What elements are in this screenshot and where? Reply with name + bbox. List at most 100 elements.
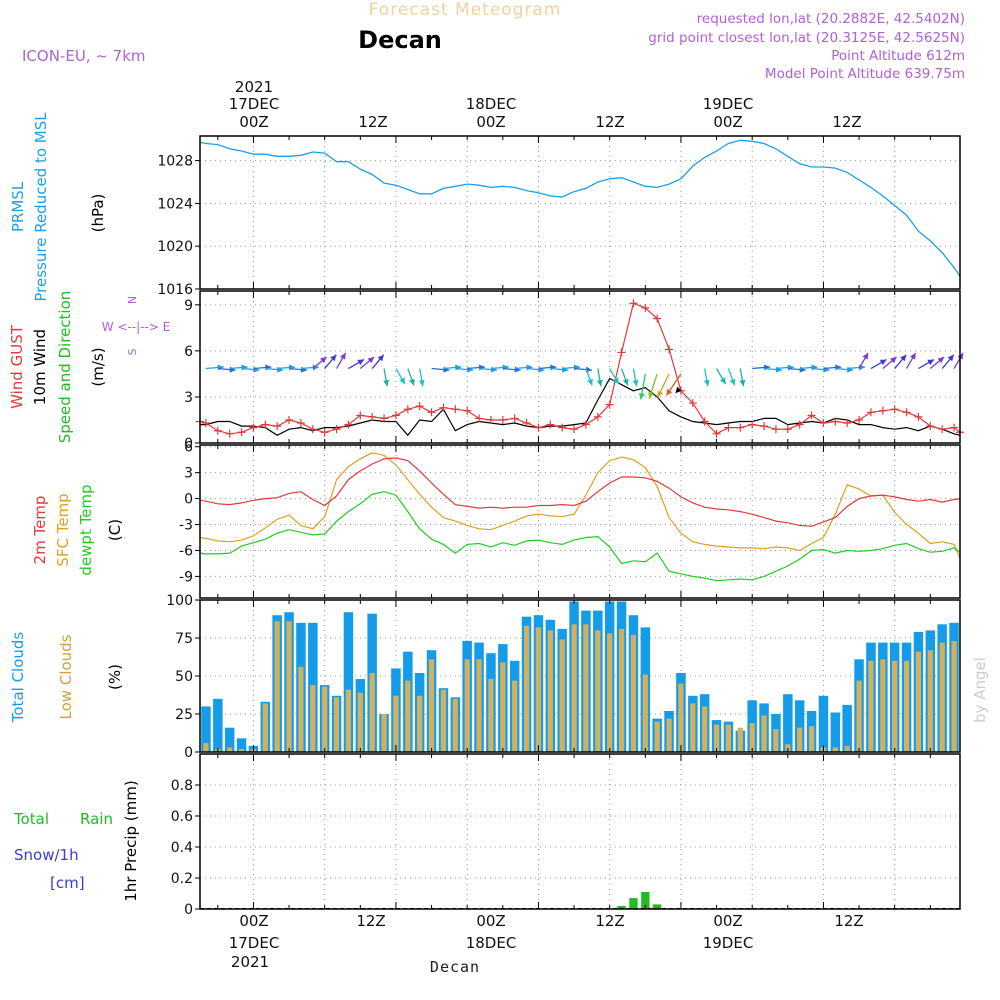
total-cloud-bar (842, 704, 852, 752)
wind-gust-marker (213, 426, 222, 435)
panel-3-ytick-label: 50 (175, 669, 193, 685)
wind-gust-marker (510, 414, 519, 423)
rain-bar (641, 892, 650, 909)
low-cloud-bar (832, 747, 838, 752)
panel-0-ytick-label: 1016 (157, 282, 193, 298)
wind-gust-marker (724, 423, 733, 432)
wind-gust-marker (700, 417, 709, 426)
wind-gust-marker (843, 419, 852, 428)
wind-gust-marker (819, 419, 828, 428)
temp-label-3: dewpt Temp (77, 484, 95, 575)
wind-gust-marker (914, 412, 923, 421)
wind-gust-marker (463, 406, 472, 415)
wind-direction-arrowhead (587, 378, 593, 386)
precip-label-snow: Snow/1h (14, 846, 79, 864)
wind-direction-arrowhead (720, 377, 726, 385)
wind-direction-arrowhead (666, 388, 673, 396)
low-cloud-bar (381, 714, 387, 752)
rain-bar (629, 898, 638, 909)
wind-gust-marker (807, 411, 816, 420)
panel-0-ytick-label: 1020 (157, 239, 193, 255)
wind-gust-marker (451, 405, 460, 414)
wind-gust-marker (475, 414, 484, 423)
low-cloud-bar (619, 628, 625, 752)
wind-label-3: Speed and Direction (56, 291, 74, 444)
wind-direction-arrowhead (399, 377, 405, 385)
low-cloud-bar (642, 674, 648, 752)
wind-gust-marker (938, 425, 947, 434)
plot-panels (200, 136, 960, 910)
panel-1-frame (199, 290, 961, 444)
panel-4-bg (200, 754, 960, 909)
wind-gust-marker (368, 412, 377, 421)
low-cloud-bar (809, 726, 815, 752)
wind-gust-marker (831, 417, 840, 426)
wind-direction-arrowhead (657, 390, 663, 398)
total-cloud-bar (236, 738, 247, 752)
wind-direction-arrowhead (418, 379, 425, 387)
low-cloud-bar (369, 673, 375, 752)
low-cloud-bar (238, 749, 245, 752)
wind-gust-marker (380, 414, 389, 423)
top-time-0: 00Z (239, 113, 268, 131)
bottom-time-0: 00Z (239, 912, 268, 930)
temp-unit: (C) (106, 519, 124, 541)
low-cloud-bar (322, 686, 328, 752)
pressure-labels: PRMSL Pressure Reduced to MSL (hPa) (9, 112, 107, 302)
supertitle: Forecast Meteogram (369, 0, 562, 20)
panel-1-ytick-label: 9 (184, 298, 193, 314)
panel-0-frame (199, 135, 961, 290)
pressure-unit: (hPa) (89, 194, 107, 233)
panel-0-ytick-label: 1028 (157, 154, 193, 170)
wind-gust-marker (629, 299, 638, 308)
wind-gust-marker (890, 405, 899, 414)
wind-gust-marker (320, 428, 329, 437)
panel-4-ytick-label: 0.8 (171, 778, 193, 794)
precip-labels: Total Rain Snow/1h [cm] 1hr Precip (mm) (13, 780, 140, 901)
low-cloud-bar (310, 685, 316, 752)
wind-gust-marker (308, 425, 317, 434)
wind-direction-arrowhead (900, 354, 907, 362)
wind-gust-marker (356, 411, 365, 420)
clouds-label-1: Total Clouds (9, 632, 27, 724)
wind-gust-marker (534, 423, 543, 432)
low-cloud-bar (298, 666, 304, 752)
panel-2-ytick-label: -6 (179, 543, 193, 559)
wind-direction-arrowhead (409, 378, 415, 386)
wind-direction-arrowhead (613, 377, 619, 385)
low-cloud-bar (856, 680, 862, 752)
wind-direction-arrowhead (330, 354, 337, 362)
top-date-17: 17DEC (229, 95, 280, 113)
low-cloud-bar (737, 727, 743, 752)
clouds-labels: Total Clouds Low Clouds (%) (9, 632, 124, 724)
wind-direction-arrowhead (632, 379, 639, 387)
pressure-label-2: Pressure Reduced to MSL (32, 112, 50, 302)
panel-3-ytick-label: 100 (166, 593, 193, 609)
low-cloud-bar (393, 695, 399, 752)
wind-direction-arrowhead (739, 379, 746, 387)
rain-bar (653, 904, 662, 909)
wind-gust-marker (261, 420, 270, 429)
wind-direction-arrowhead (729, 378, 736, 386)
wind-gust-marker (736, 423, 745, 432)
pressure-line (199, 139, 961, 277)
low-cloud-bar (274, 621, 280, 752)
low-cloud-bar (357, 692, 363, 752)
top-year: 2021 (235, 78, 273, 96)
low-cloud-bar (797, 727, 803, 752)
total-cloud-bar (783, 694, 793, 752)
wind-direction-arrowhead (357, 359, 364, 366)
low-cloud-bar (844, 745, 850, 752)
precip-label-cm: [cm] (50, 874, 85, 892)
panel-3-ytick-label: 0 (184, 745, 193, 761)
panel-4-ytick-label: 0.4 (171, 840, 193, 856)
model-label: ICON-EU, ~ 7km (22, 47, 146, 65)
low-cloud-bar (690, 703, 696, 752)
wind-gust-marker (570, 425, 579, 434)
bottom-date-19: 19DEC (703, 934, 754, 952)
wind-gust-marker (593, 412, 602, 421)
wind-gust-marker (665, 345, 674, 354)
gridpoint-coords: grid point closest lon,lat (20.3125E, 42… (648, 30, 965, 46)
wind-gust-marker (712, 429, 721, 438)
wind-gust-marker (498, 415, 507, 424)
